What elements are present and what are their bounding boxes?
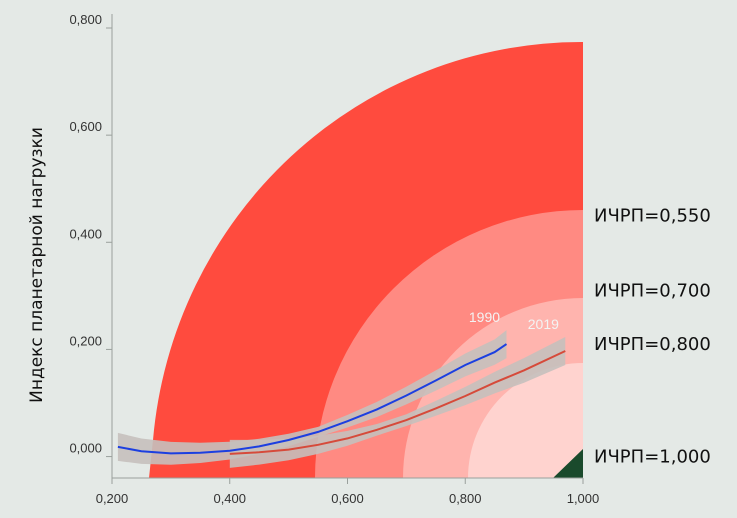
target-zone [553, 449, 583, 478]
series-ribbon-2019 [229, 337, 566, 468]
y-tick-label: 0,000 [69, 441, 102, 456]
series-label-1990: 1990 [469, 309, 500, 325]
y-tick-label: 0,400 [69, 226, 102, 241]
y-tick-label: 0,800 [69, 12, 102, 27]
hdi-band-label: ИЧРП=0,700 [594, 281, 711, 302]
x-tick-label: 0,800 [449, 491, 482, 506]
y-tick-label: 0,200 [69, 333, 102, 348]
y-axis-title: Индекс планетарной нагрузки [27, 127, 47, 403]
y-tick-label: 0,600 [69, 119, 102, 134]
trend-series: 1990 2019 [117, 309, 566, 468]
x-tick-label: 0,400 [213, 491, 246, 506]
series-line-1990 [117, 343, 508, 455]
series-label-2019: 2019 [528, 316, 559, 332]
x-tick-label: 1,000 [567, 491, 600, 506]
hdi-band-4 [468, 363, 583, 478]
hdi-band-label: ИЧРП=0,550 [594, 206, 711, 227]
hdi-band-label: ИЧРП=1,000 [594, 447, 711, 468]
axes: 0,200 0,400 0,600 0,800 1,000 0,000 0,200 0,400… [69, 12, 599, 506]
series-line-2019 [229, 350, 566, 455]
hdi-band-label: ИЧРП=0,800 [594, 334, 711, 355]
x-tick-label: 0,600 [331, 491, 364, 506]
x-tick-label: 0,200 [96, 491, 129, 506]
